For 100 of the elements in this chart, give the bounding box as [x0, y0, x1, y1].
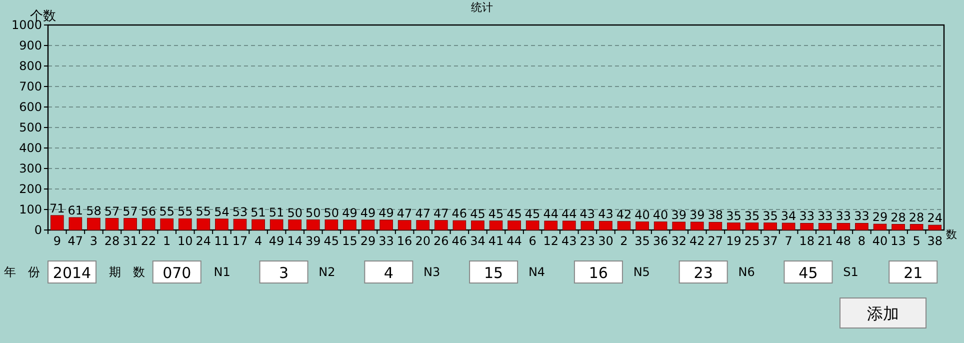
x-tick-label: 45 [324, 234, 340, 248]
data-label: 61 [68, 203, 84, 218]
x-tick-label: 25 [744, 234, 760, 248]
data-label: 24 [927, 211, 942, 226]
data-label: 34 [780, 209, 796, 224]
text: N4 [528, 265, 546, 279]
text: S1 [843, 265, 858, 279]
data-label: 47 [434, 206, 449, 220]
data-label: 45 [470, 206, 486, 221]
x-tick-label: 48 [836, 234, 852, 248]
bar [160, 218, 174, 230]
x-tick-label: 19 [726, 234, 742, 248]
bar [124, 218, 137, 230]
x-tick-label: 49 [268, 234, 284, 248]
x-tick-label: 33 [378, 234, 394, 248]
x-tick-label: 30 [598, 234, 614, 248]
data-label: 45 [488, 206, 504, 221]
x-tick-label: 24 [196, 234, 212, 248]
x-tick-label: 18 [799, 234, 814, 248]
bar [361, 220, 375, 230]
data-label: 28 [890, 210, 906, 224]
data-label: 28 [908, 210, 924, 224]
bar [306, 220, 320, 230]
data-label: 39 [671, 208, 686, 222]
bar [343, 220, 356, 230]
bar [215, 218, 228, 230]
x-tick-label: 20 [415, 234, 430, 248]
bar [87, 218, 100, 230]
x-tick-label: 35 [634, 234, 650, 248]
x-tick-label: 36 [652, 234, 668, 248]
x-tick-label: 15 [342, 234, 358, 248]
bar [580, 220, 594, 230]
data-label: 55 [196, 204, 212, 219]
x-tick-label: 17 [232, 234, 248, 248]
bar [434, 220, 448, 230]
text: 添加 [867, 304, 899, 323]
data-label: 35 [744, 208, 760, 223]
x-tick-label: 6 [528, 234, 536, 248]
chart-title: 统计 [471, 1, 493, 14]
y-tick-label: 500 [19, 120, 42, 134]
bar [672, 222, 686, 230]
x-tick-label: 39 [306, 234, 321, 248]
y-tick-label: 400 [19, 141, 42, 155]
x-tick-label: 32 [671, 234, 686, 248]
data-label: 49 [342, 206, 358, 220]
bar [782, 222, 796, 230]
bar [452, 220, 466, 230]
data-label: 57 [104, 204, 120, 218]
x-tick-label: 31 [122, 234, 138, 248]
x-tick-label: 5 [912, 234, 920, 248]
data-label: 46 [452, 206, 468, 221]
data-label: 50 [324, 206, 340, 220]
x-tick-label: 21 [818, 234, 833, 248]
data-label: 49 [360, 206, 376, 220]
data-label: 43 [598, 207, 614, 222]
x-tick-label: 11 [214, 234, 230, 248]
text: 15 [484, 264, 504, 282]
text: 16 [588, 264, 608, 282]
bar [68, 217, 82, 230]
bar [636, 222, 649, 230]
y-tick-label: 200 [19, 182, 42, 196]
x-tick-label: 47 [68, 234, 84, 248]
text: 23 [694, 264, 713, 282]
data-label: 47 [415, 206, 430, 220]
data-label: 51 [250, 206, 266, 220]
x-tick-label: 38 [927, 234, 942, 248]
data-label: 47 [396, 206, 412, 220]
text: N3 [424, 265, 440, 279]
bar [142, 218, 156, 230]
bar [252, 219, 265, 230]
bar [764, 222, 777, 230]
y-tick-label: 800 [19, 59, 42, 73]
x-tick-label: 2 [620, 234, 628, 248]
x-axis-title: 数 [946, 228, 957, 241]
text: 3 [279, 264, 289, 282]
data-label: 56 [140, 204, 156, 219]
text: 4 [384, 264, 394, 282]
x-tick-label: 4 [254, 234, 262, 248]
data-label: 71 [50, 201, 65, 216]
x-tick-label: 1 [163, 234, 171, 248]
x-tick-label: 23 [580, 234, 596, 248]
bar [745, 222, 759, 230]
bar [233, 218, 247, 230]
x-tick-label: 22 [140, 234, 156, 248]
bar [178, 218, 192, 230]
data-label: 44 [543, 206, 558, 221]
data-label: 49 [378, 206, 394, 220]
x-tick-label: 8 [858, 234, 866, 248]
bar [800, 222, 814, 230]
data-label: 55 [159, 204, 174, 219]
text: 45 [798, 264, 818, 282]
bar [508, 220, 521, 230]
data-label: 35 [726, 208, 742, 223]
y-tick-label: 700 [19, 80, 42, 94]
y-tick-label: 300 [19, 162, 42, 176]
x-tick-label: 34 [470, 234, 486, 248]
data-label: 33 [854, 209, 870, 224]
y-tick-label: 100 [19, 202, 42, 216]
bar [50, 215, 64, 230]
x-tick-label: 13 [890, 234, 906, 248]
